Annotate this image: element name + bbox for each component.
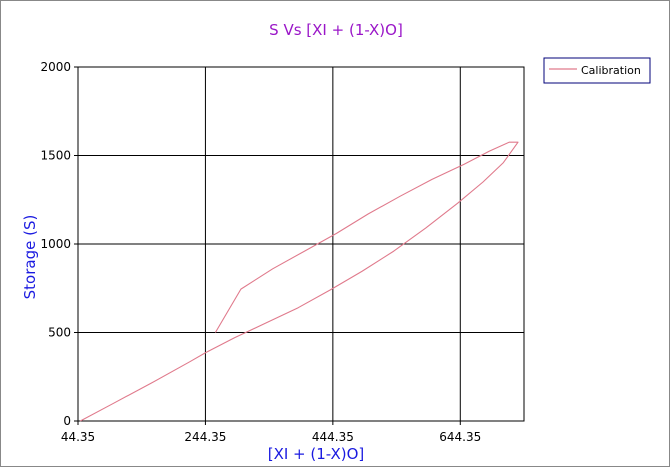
x-tick-label: 244.35	[184, 430, 226, 444]
x-tick-label: 44.35	[61, 430, 95, 444]
x-tick-label: 444.35	[312, 430, 354, 444]
legend: Calibration	[543, 57, 651, 84]
series-layer	[80, 141, 519, 422]
x-tick-label: 644.35	[439, 430, 481, 444]
y-tick-label: 2000	[40, 60, 71, 74]
x-axis-title: [XI + (1-X)O]	[268, 445, 365, 463]
tick-layer: 0 500 1000 1500 2000 44.35 244.35 444.35 644.35	[40, 60, 481, 444]
y-axis-title: Storage (S)	[21, 215, 39, 300]
y-tick-label: 500	[48, 326, 71, 340]
chart-title: S Vs [XI + (1-X)O]	[269, 21, 403, 39]
legend-box	[543, 57, 651, 84]
grid-layer	[74, 66, 524, 425]
legend-label-calibration: Calibration	[581, 64, 641, 77]
y-tick-label: 1500	[40, 149, 71, 163]
y-tick-label: 0	[63, 414, 71, 428]
series-line-calibration	[80, 141, 519, 422]
y-tick-label: 1000	[40, 237, 71, 251]
